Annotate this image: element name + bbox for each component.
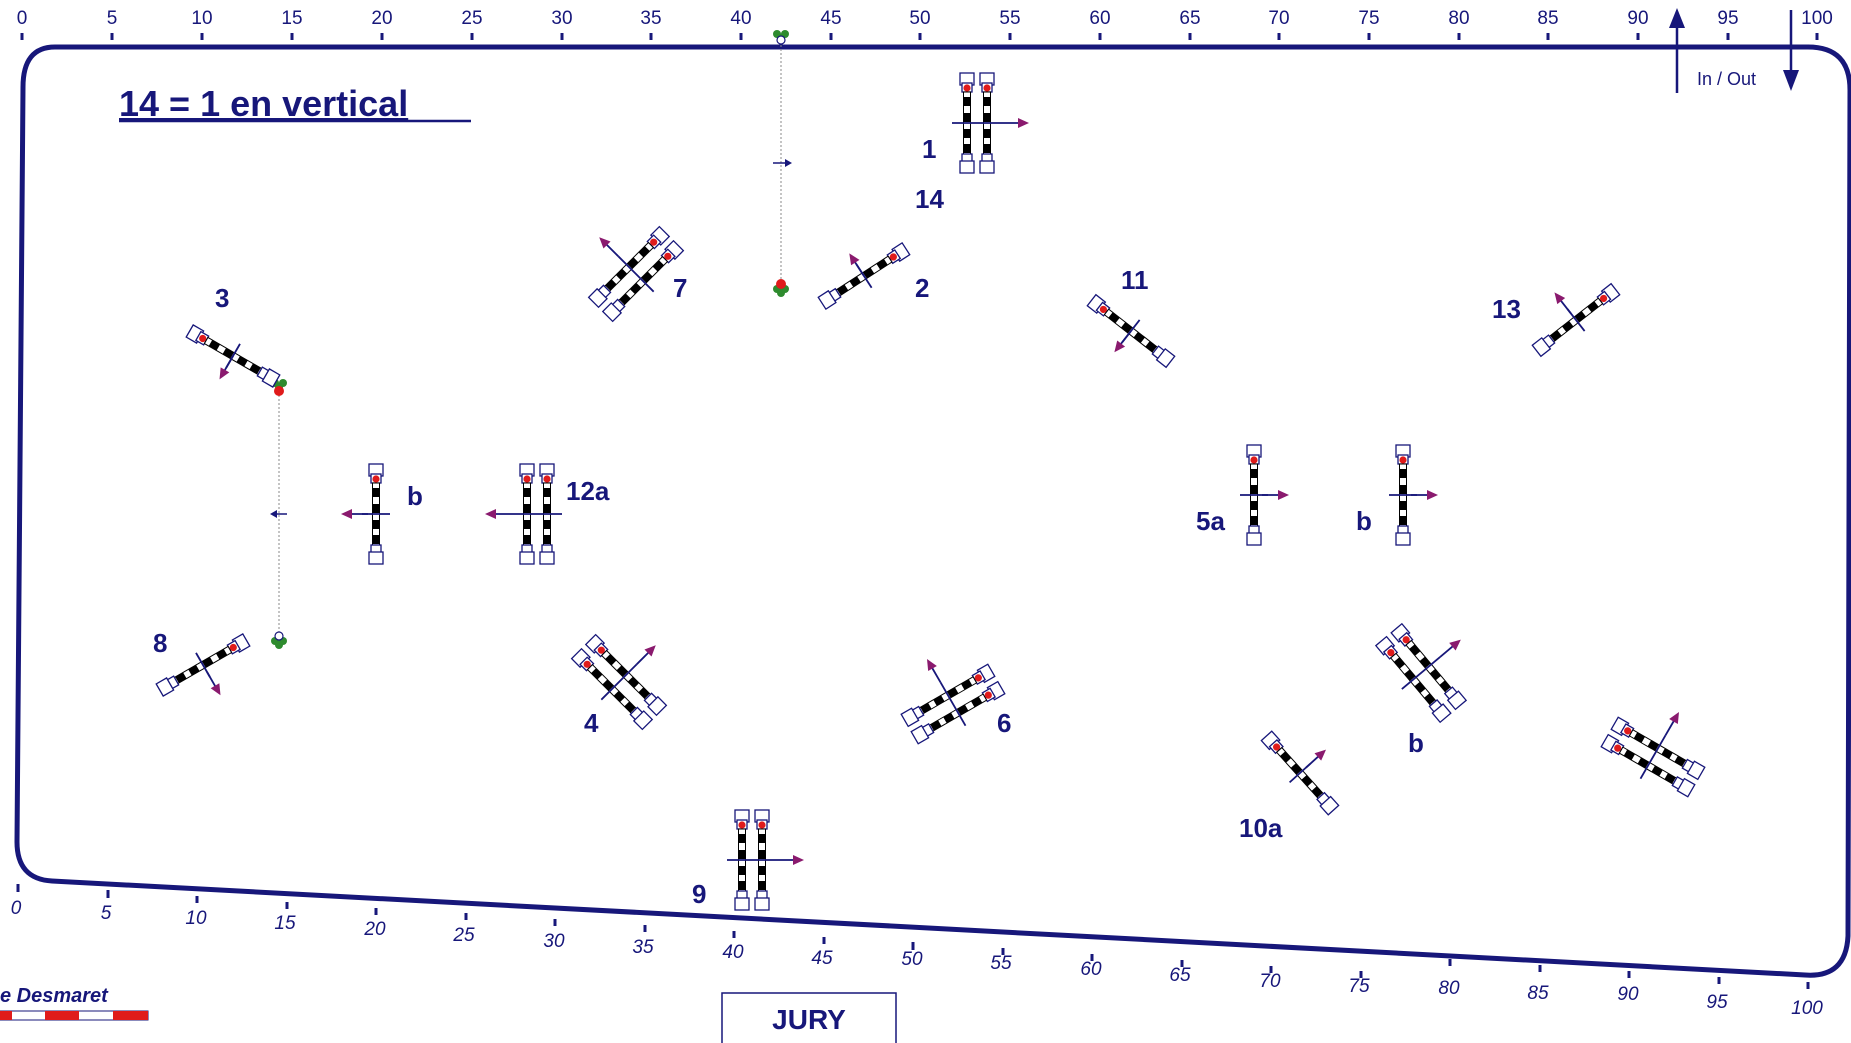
top-scale-label: 30 <box>551 8 572 29</box>
top-scale-label: 95 <box>1717 8 1738 29</box>
designer-name: e Desmaret <box>0 985 109 1007</box>
top-scale-label: 85 <box>1537 8 1558 29</box>
jury-label: JURY <box>772 1004 846 1035</box>
bottom-scale-label: 70 <box>1259 971 1281 992</box>
bottom-scale-label: 25 <box>452 925 475 946</box>
fence-5a <box>1240 444 1290 546</box>
fence-11 <box>1086 294 1176 368</box>
top-scale: 0 5 10 15 20 25 30 35 40 45 50 55 60 65 … <box>17 8 1833 40</box>
fence-number: 10a <box>1239 813 1283 843</box>
top-scale-label: 90 <box>1627 8 1648 29</box>
bottom-scale-label: 20 <box>363 919 386 940</box>
bottom-scale-label: 90 <box>1617 984 1639 1005</box>
fence-3 <box>185 324 281 388</box>
fence-number: 4 <box>584 708 599 738</box>
top-scale-label: 80 <box>1448 8 1469 29</box>
top-scale-label: 75 <box>1358 8 1379 29</box>
bottom-scale-label: 95 <box>1706 992 1728 1013</box>
bottom-scale-label: 35 <box>632 937 654 958</box>
bottom-scale-label: 0 <box>11 898 22 919</box>
fence-number: 13 <box>1492 294 1521 324</box>
fence-6 <box>900 655 1006 745</box>
finish-line <box>270 379 287 649</box>
top-scale-label: 40 <box>730 8 751 29</box>
fence-number: 7 <box>673 273 687 303</box>
top-scale-label: 0 <box>17 8 28 29</box>
bottom-scale: 0 5 10 15 20 25 30 35 40 45 50 55 60 65 … <box>11 884 1823 1019</box>
bottom-scale-label: 75 <box>1348 976 1370 997</box>
arena-boundary <box>14 44 1851 978</box>
fence-number: 2 <box>915 273 929 303</box>
top-scale-label: 55 <box>999 8 1020 29</box>
top-scale-label: 60 <box>1089 8 1110 29</box>
fence-number: 1 <box>922 134 936 164</box>
fence-number: 6 <box>997 708 1011 738</box>
top-scale-label: 70 <box>1268 8 1289 29</box>
fence-number: 11 <box>1121 265 1149 295</box>
bottom-scale-label: 65 <box>1169 965 1191 986</box>
bottom-scale-label: 50 <box>901 949 923 970</box>
fence-12a <box>484 463 562 565</box>
bottom-scale-label: 15 <box>274 913 296 934</box>
fence-5b <box>1389 444 1439 546</box>
fence-number: 5a <box>1196 506 1225 536</box>
fence-2 <box>817 242 911 310</box>
fence-7 <box>587 225 685 323</box>
fence-1 <box>952 72 1030 174</box>
top-scale-label: 25 <box>461 8 482 29</box>
top-scale-label: 50 <box>909 8 930 29</box>
top-scale-label: 65 <box>1179 8 1200 29</box>
fence-number: 9 <box>692 879 706 909</box>
bottom-scale-label: 5 <box>101 903 112 924</box>
fence-number: 3 <box>215 283 229 313</box>
fence-number: b <box>1356 506 1372 536</box>
bottom-scale-label: 85 <box>1527 983 1549 1004</box>
fence-12b <box>340 463 390 565</box>
designer-credit: e Desmaret <box>0 985 149 1021</box>
fence-10b <box>1375 623 1467 723</box>
fence-10a <box>1260 730 1340 816</box>
fence-oxer-right <box>1600 708 1706 798</box>
top-scale-label: 100 <box>1801 8 1833 29</box>
course-title: 14 = 1 en vertical <box>119 83 408 124</box>
start-line <box>773 30 792 297</box>
fence-9 <box>727 809 805 911</box>
top-scale-label: 15 <box>281 8 302 29</box>
fence-13 <box>1531 283 1621 357</box>
top-scale-label: 10 <box>191 8 212 29</box>
bottom-scale-label: 80 <box>1438 978 1460 999</box>
fence-number: 8 <box>153 628 167 658</box>
top-scale-label: 5 <box>107 8 118 29</box>
jury-box: JURY <box>721 992 897 1043</box>
bottom-scale-label: 45 <box>811 948 833 969</box>
top-scale-label: 35 <box>640 8 661 29</box>
top-scale-label: 45 <box>820 8 841 29</box>
bottom-scale-label: 100 <box>1791 998 1823 1019</box>
in-out-indicator: In / Out <box>1669 8 1799 93</box>
in-out-label: In / Out <box>1697 69 1756 89</box>
bottom-scale-label: 30 <box>543 931 565 952</box>
fence-number: b <box>1408 728 1424 758</box>
top-scale-label: 20 <box>371 8 392 29</box>
bottom-scale-label: 55 <box>990 953 1012 974</box>
fence-number: b <box>407 481 423 511</box>
fence-8 <box>155 633 251 699</box>
fence-4 <box>570 633 668 731</box>
fence-number: 14 <box>915 184 944 214</box>
bottom-scale-label: 60 <box>1080 959 1102 980</box>
bottom-scale-label: 10 <box>185 908 207 929</box>
fence-number: 12a <box>566 476 610 506</box>
bottom-scale-label: 40 <box>722 942 744 963</box>
